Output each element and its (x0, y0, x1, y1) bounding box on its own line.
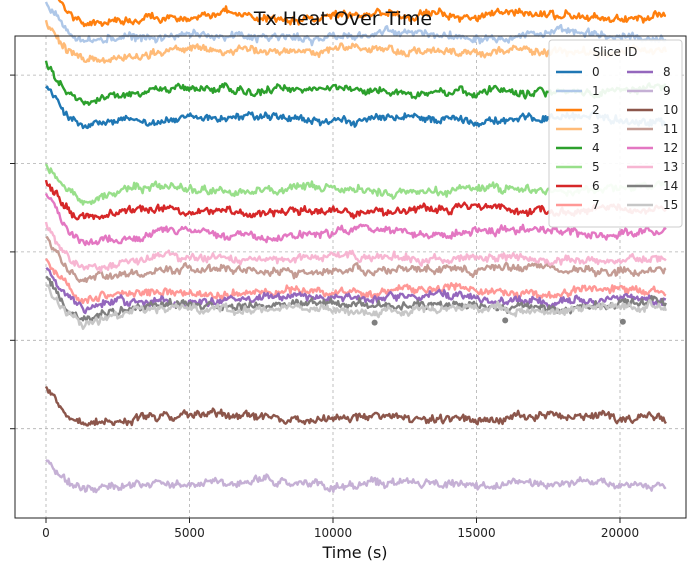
legend-box (548, 39, 683, 228)
x-tick-label: 20000 (601, 526, 639, 540)
series-line-7 (45, 258, 667, 305)
legend-label-7: 7 (592, 198, 600, 212)
legend-label-8: 8 (663, 65, 671, 79)
series-line-2 (57, 0, 667, 28)
outlier-marker (371, 319, 378, 326)
legend-label-3: 3 (592, 122, 600, 136)
outlier-marker (619, 318, 626, 325)
x-tick-label: 5000 (174, 526, 205, 540)
legend-label-2: 2 (592, 103, 600, 117)
legend-label-0: 0 (592, 65, 600, 79)
outlier-markers (371, 317, 626, 326)
legend-label-1: 1 (592, 84, 600, 98)
legend-label-12: 12 (663, 141, 678, 155)
series-line-10 (44, 385, 667, 427)
legend-label-10: 10 (663, 103, 678, 117)
plot-frame (14, 35, 687, 519)
series-line-13 (44, 221, 667, 273)
series-line-15 (45, 283, 668, 330)
legend-label-14: 14 (663, 179, 678, 193)
chart-title: Tx Heat Over Time (253, 8, 432, 30)
legend-label-9: 9 (663, 84, 671, 98)
legend-label-6: 6 (592, 179, 600, 193)
x-tick-label: 0 (42, 526, 50, 540)
series-line-12 (44, 193, 667, 247)
x-tick-label: 15000 (457, 526, 495, 540)
legend-label-5: 5 (592, 160, 600, 174)
x-tick-label: 10000 (314, 526, 352, 540)
legend-title: Slice ID (593, 45, 638, 59)
series-line-1 (44, 1, 667, 47)
series-line-11 (45, 236, 667, 283)
legend-label-13: 13 (663, 160, 678, 174)
series-line-9 (45, 459, 667, 494)
outlier-marker (502, 317, 509, 324)
legend-label-4: 4 (592, 141, 600, 155)
axes: 0 5000 10000 15000 20000 (10, 74, 639, 540)
legend-label-11: 11 (663, 122, 678, 136)
x-axis-label: Time (s) (321, 543, 387, 562)
legend-label-15: 15 (663, 198, 678, 212)
